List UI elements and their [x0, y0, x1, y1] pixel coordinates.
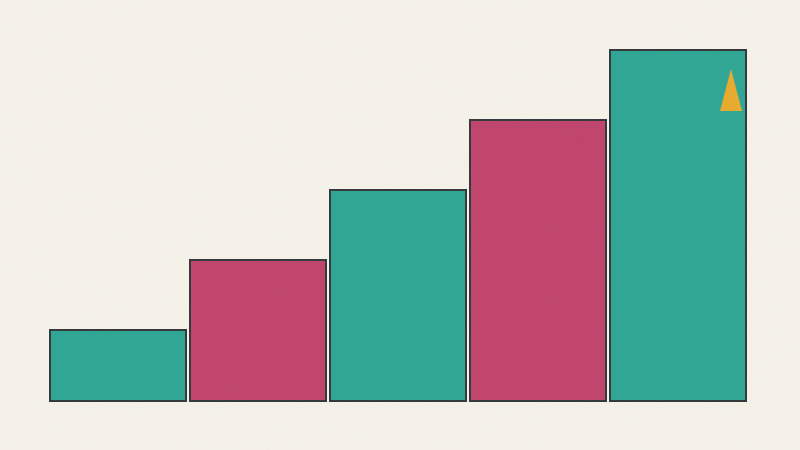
- block: [329, 189, 467, 402]
- block: [49, 329, 187, 402]
- block: [469, 119, 607, 402]
- block: [189, 259, 327, 402]
